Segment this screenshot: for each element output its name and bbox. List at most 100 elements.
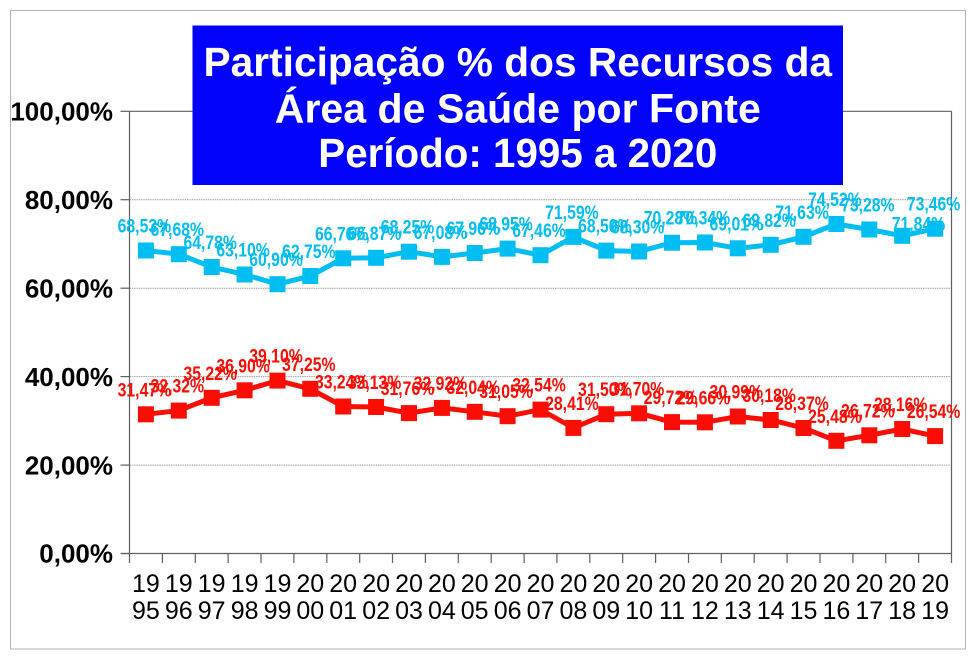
svg-text:07: 07 bbox=[527, 597, 555, 625]
svg-text:67,46%: 67,46% bbox=[512, 221, 566, 242]
svg-text:67,08%: 67,08% bbox=[414, 223, 468, 244]
svg-text:02: 02 bbox=[362, 597, 390, 625]
svg-text:04: 04 bbox=[428, 597, 456, 625]
svg-text:98: 98 bbox=[231, 597, 259, 625]
svg-text:36,90%: 36,90% bbox=[216, 356, 270, 377]
svg-text:12: 12 bbox=[691, 597, 719, 625]
svg-text:20: 20 bbox=[691, 570, 719, 598]
svg-text:13: 13 bbox=[724, 597, 752, 625]
svg-text:26,72%: 26,72% bbox=[841, 401, 895, 422]
svg-text:19: 19 bbox=[264, 570, 292, 598]
svg-text:60,00%: 60,00% bbox=[25, 273, 113, 303]
svg-text:15: 15 bbox=[790, 597, 818, 625]
svg-text:20: 20 bbox=[658, 570, 686, 598]
svg-text:35,22%: 35,22% bbox=[183, 364, 237, 385]
svg-text:20: 20 bbox=[625, 570, 653, 598]
svg-text:95: 95 bbox=[132, 597, 160, 625]
svg-text:20: 20 bbox=[822, 570, 850, 598]
svg-text:19: 19 bbox=[231, 570, 259, 598]
svg-text:09: 09 bbox=[592, 597, 620, 625]
svg-text:80,00%: 80,00% bbox=[25, 185, 113, 215]
svg-text:29,66%: 29,66% bbox=[677, 388, 731, 409]
svg-text:74,52%: 74,52% bbox=[808, 190, 862, 211]
svg-text:14: 14 bbox=[757, 597, 785, 625]
svg-text:100,00%: 100,00% bbox=[10, 97, 113, 127]
svg-text:96: 96 bbox=[165, 597, 193, 625]
svg-text:20: 20 bbox=[921, 570, 949, 598]
svg-text:37,25%: 37,25% bbox=[282, 355, 336, 376]
svg-text:20: 20 bbox=[757, 570, 785, 598]
svg-text:71,63%: 71,63% bbox=[775, 203, 829, 224]
svg-text:31,50%: 31,50% bbox=[578, 380, 632, 401]
svg-text:19: 19 bbox=[165, 570, 193, 598]
svg-text:20: 20 bbox=[494, 570, 522, 598]
svg-text:01: 01 bbox=[329, 597, 357, 625]
svg-text:16: 16 bbox=[822, 597, 850, 625]
svg-text:11: 11 bbox=[659, 597, 685, 625]
svg-text:Período: 1995 a 2020: Período: 1995 a 2020 bbox=[318, 130, 717, 176]
svg-text:31,76%: 31,76% bbox=[381, 379, 435, 400]
svg-text:20: 20 bbox=[362, 570, 390, 598]
svg-text:20: 20 bbox=[559, 570, 587, 598]
svg-text:32,32%: 32,32% bbox=[151, 377, 205, 398]
svg-text:0,00%: 0,00% bbox=[39, 539, 113, 569]
svg-text:30,18%: 30,18% bbox=[742, 386, 796, 407]
svg-text:20: 20 bbox=[329, 570, 357, 598]
svg-text:30,99%: 30,99% bbox=[710, 383, 764, 404]
svg-text:28,41%: 28,41% bbox=[545, 394, 599, 415]
svg-text:33,13%: 33,13% bbox=[348, 373, 402, 394]
svg-text:70,28%: 70,28% bbox=[644, 209, 698, 230]
svg-text:32,92%: 32,92% bbox=[414, 374, 468, 395]
svg-text:20: 20 bbox=[395, 570, 423, 598]
svg-text:32,54%: 32,54% bbox=[512, 376, 566, 397]
svg-text:62,75%: 62,75% bbox=[282, 242, 336, 263]
svg-text:64,78%: 64,78% bbox=[183, 233, 237, 254]
svg-text:20: 20 bbox=[855, 570, 883, 598]
svg-text:69,82%: 69,82% bbox=[742, 211, 796, 232]
svg-text:40,00%: 40,00% bbox=[25, 362, 113, 392]
svg-text:08: 08 bbox=[559, 597, 587, 625]
svg-text:26,54%: 26,54% bbox=[907, 402, 961, 423]
svg-text:19: 19 bbox=[198, 570, 226, 598]
svg-text:17: 17 bbox=[855, 597, 883, 625]
svg-text:33,24%: 33,24% bbox=[315, 373, 369, 394]
svg-text:67,68%: 67,68% bbox=[151, 220, 205, 241]
svg-text:28,37%: 28,37% bbox=[775, 394, 829, 415]
svg-text:68,95%: 68,95% bbox=[479, 215, 533, 236]
svg-text:10: 10 bbox=[625, 597, 653, 625]
svg-text:19: 19 bbox=[921, 597, 949, 625]
svg-text:05: 05 bbox=[461, 597, 489, 625]
svg-text:68,53%: 68,53% bbox=[118, 217, 172, 238]
svg-text:Área de Saúde por Fonte: Área de Saúde por Fonte bbox=[275, 86, 761, 132]
svg-text:71,84%: 71,84% bbox=[892, 215, 946, 236]
svg-text:03: 03 bbox=[395, 597, 423, 625]
svg-text:31,70%: 31,70% bbox=[611, 379, 665, 400]
svg-text:73,28%: 73,28% bbox=[841, 196, 895, 217]
svg-text:25,48%: 25,48% bbox=[808, 407, 862, 428]
svg-text:20: 20 bbox=[888, 570, 916, 598]
svg-text:63,10%: 63,10% bbox=[216, 241, 270, 262]
svg-text:73,46%: 73,46% bbox=[907, 195, 961, 216]
svg-text:20: 20 bbox=[790, 570, 818, 598]
svg-text:70,34%: 70,34% bbox=[677, 209, 731, 230]
svg-text:20: 20 bbox=[527, 570, 555, 598]
svg-text:97: 97 bbox=[198, 597, 226, 625]
svg-text:20: 20 bbox=[428, 570, 456, 598]
svg-text:20: 20 bbox=[296, 570, 324, 598]
svg-text:69,01%: 69,01% bbox=[710, 214, 764, 235]
svg-text:19: 19 bbox=[132, 570, 160, 598]
svg-text:Participação % dos Recursos da: Participação % dos Recursos da bbox=[204, 39, 834, 85]
svg-text:68,25%: 68,25% bbox=[381, 218, 435, 239]
svg-text:20: 20 bbox=[724, 570, 752, 598]
svg-text:06: 06 bbox=[494, 597, 522, 625]
svg-text:99: 99 bbox=[264, 597, 292, 625]
svg-text:31,05%: 31,05% bbox=[479, 382, 533, 403]
svg-text:20: 20 bbox=[592, 570, 620, 598]
svg-text:20: 20 bbox=[461, 570, 489, 598]
svg-text:68,30%: 68,30% bbox=[611, 218, 665, 239]
svg-text:00: 00 bbox=[296, 597, 324, 625]
svg-text:60,90%: 60,90% bbox=[249, 250, 303, 271]
svg-text:68,50%: 68,50% bbox=[578, 217, 632, 238]
svg-text:66,76%: 66,76% bbox=[315, 224, 369, 245]
svg-text:20,00%: 20,00% bbox=[25, 450, 113, 480]
